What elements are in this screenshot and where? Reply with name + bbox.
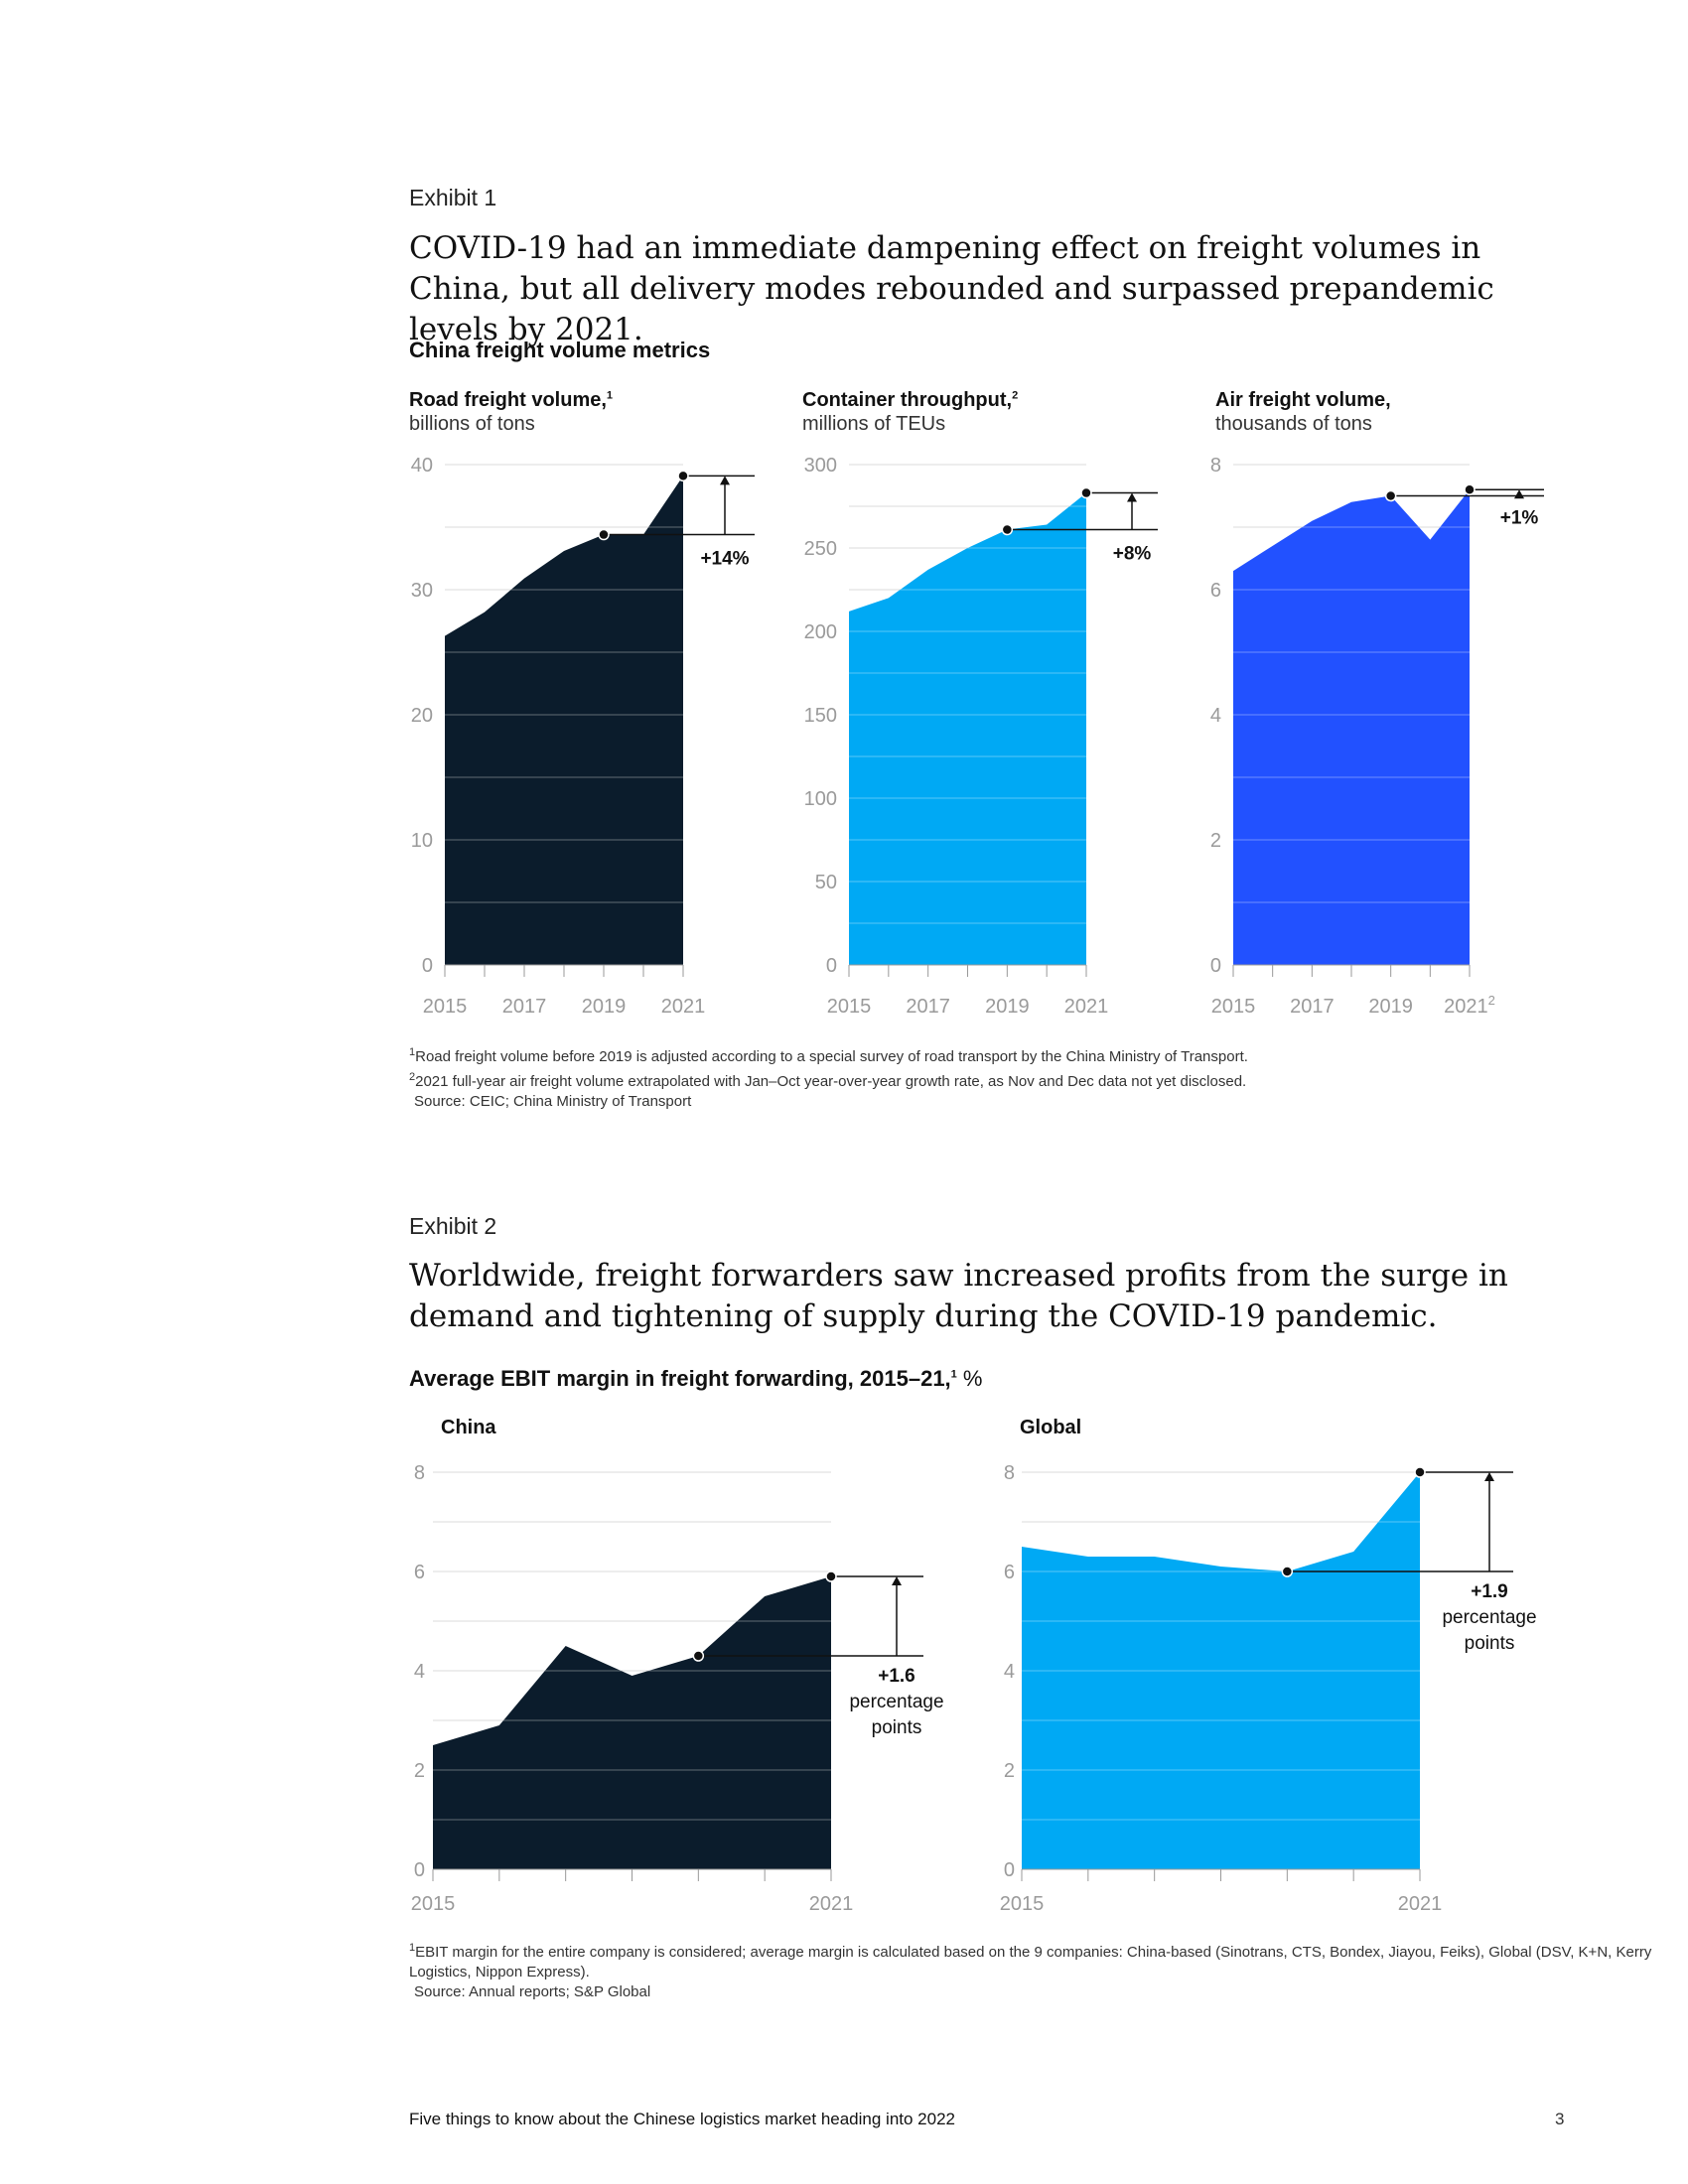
road-callout-label: +14% — [700, 549, 749, 570]
air-area — [1233, 489, 1470, 965]
container-area — [849, 492, 1086, 965]
global-x-tick-label: 2021 — [1398, 1893, 1443, 1915]
air-x-tick-label: 20212 — [1444, 993, 1495, 1018]
exhibit1-source: Source: CEIC; China Ministry of Transpor… — [414, 1093, 692, 1110]
china-callout-label: +1.6 — [878, 1666, 915, 1687]
road-point-2021 — [677, 470, 689, 482]
global-callout-label: +1.9 — [1471, 1581, 1508, 1602]
global-y-tick-label: 0 — [1004, 1859, 1015, 1881]
china-y-tick-label: 6 — [414, 1562, 425, 1583]
container-y-tick-label: 150 — [804, 705, 837, 727]
china-x-tick-label: 2021 — [809, 1893, 854, 1915]
air-x-tick-label: 2019 — [1368, 996, 1413, 1018]
air-y-tick-label: 6 — [1210, 580, 1221, 602]
road-y-tick-label: 20 — [411, 705, 433, 727]
air-callout-label: +1% — [1500, 508, 1539, 529]
global-y-tick-label: 8 — [1004, 1462, 1015, 1484]
china-y-tick-label: 2 — [414, 1760, 425, 1782]
air-x-tick-label: 2015 — [1211, 996, 1256, 1018]
china-point-2021 — [825, 1570, 837, 1582]
air-callout-arrow-head — [1514, 489, 1524, 499]
container-x-tick-label: 2019 — [985, 996, 1030, 1018]
air-y-tick-label: 8 — [1210, 455, 1221, 477]
exhibit2-note-1: 1EBIT margin for the entire company is c… — [409, 1942, 1652, 1980]
road-y-tick-label: 30 — [411, 580, 433, 602]
exhibit2-source: Source: Annual reports; S&P Global — [414, 1983, 651, 2000]
page-number: 3 — [1555, 2110, 1565, 2128]
china-y-tick-label: 8 — [414, 1462, 425, 1484]
road-x-tick-label: 2021 — [661, 996, 706, 1018]
container-y-tick-label: 50 — [815, 872, 837, 893]
road-y-tick-label: 10 — [411, 830, 433, 852]
container-y-tick-label: 0 — [826, 955, 837, 977]
container-y-tick-label: 300 — [804, 455, 837, 477]
road-x-tick-label: 2019 — [582, 996, 627, 1018]
road-point-2019 — [598, 528, 610, 541]
road-freight-title: Road freight volume,1 — [409, 389, 614, 411]
exhibit2-notes: 1EBIT margin for the entire company is c… — [409, 1938, 1688, 2002]
global-callout-arrow-head — [1484, 1472, 1494, 1481]
air-freight-title: Air freight volume, — [1215, 389, 1391, 411]
container-y-tick-label: 100 — [804, 788, 837, 810]
china-panel-title: China — [441, 1417, 496, 1438]
global-y-tick-label: 4 — [1004, 1661, 1015, 1683]
global-x-tick-label: 2015 — [1000, 1893, 1045, 1915]
global-point-2021 — [1414, 1466, 1426, 1478]
exhibit1-note-1: 1Road freight volume before 2019 is adju… — [409, 1046, 1248, 1065]
air-y-tick-label: 4 — [1210, 705, 1221, 727]
exhibit1-subtitle: China freight volume metrics — [409, 338, 711, 362]
china-point-2019 — [692, 1650, 705, 1662]
global-panel-title: Global — [1020, 1417, 1082, 1438]
container-x-tick-label: 2015 — [827, 996, 872, 1018]
china-area — [433, 1576, 831, 1869]
road-y-tick-label: 40 — [411, 455, 433, 477]
exhibit1-note-2: 22021 full-year air freight volume extra… — [409, 1071, 1247, 1090]
global-callout-label-3: points — [1465, 1633, 1515, 1654]
container-callout-label: +8% — [1113, 544, 1152, 565]
container-y-tick-label: 250 — [804, 538, 837, 560]
footer-text: Five things to know about the Chinese lo… — [409, 2110, 955, 2128]
container-y-tick-label: 200 — [804, 621, 837, 643]
china-y-tick-label: 0 — [414, 1859, 425, 1881]
exhibit1-notes: 1Road freight volume before 2019 is adju… — [409, 1042, 1688, 1112]
air-point-2021 — [1464, 483, 1476, 495]
container-x-tick-label: 2017 — [906, 996, 950, 1018]
container-throughput-title: Container throughput,2 — [802, 389, 1019, 411]
container-point-2019 — [1001, 523, 1014, 536]
air-point-2019 — [1384, 489, 1397, 502]
air-x-tick-label: 2017 — [1290, 996, 1335, 1018]
exhibit2-title: Worldwide, freight forwarders saw increa… — [409, 1258, 1508, 1334]
road-x-tick-label: 2015 — [423, 996, 468, 1018]
air-y-tick-label: 0 — [1210, 955, 1221, 977]
exhibit1-label: Exhibit 1 — [409, 185, 497, 210]
road-freight-unit: billions of tons — [409, 413, 535, 435]
global-y-tick-label: 6 — [1004, 1562, 1015, 1583]
container-point-2021 — [1080, 486, 1092, 499]
exhibit2-subtitle: Average EBIT margin in freight forwardin… — [409, 1366, 983, 1391]
container-x-tick-label: 2021 — [1064, 996, 1109, 1018]
global-point-2019 — [1281, 1566, 1294, 1577]
road-callout-arrow-head — [720, 476, 730, 485]
container-callout-arrow-head — [1127, 492, 1137, 502]
china-callout-arrow-head — [892, 1576, 902, 1585]
air-freight-unit: thousands of tons — [1215, 413, 1372, 435]
china-x-tick-label: 2015 — [411, 1893, 456, 1915]
china-callout-label-2: percentage — [849, 1692, 943, 1712]
china-y-tick-label: 4 — [414, 1661, 425, 1683]
china-callout-label-3: points — [872, 1717, 922, 1738]
exhibit2-label: Exhibit 2 — [409, 1213, 497, 1239]
container-throughput-unit: millions of TEUs — [802, 413, 946, 435]
air-y-tick-label: 2 — [1210, 830, 1221, 852]
road-y-tick-label: 0 — [422, 955, 433, 977]
global-callout-label-2: percentage — [1442, 1607, 1536, 1628]
road-area — [445, 476, 683, 965]
exhibit1-title: COVID-19 had an immediate dampening effe… — [409, 230, 1494, 347]
road-x-tick-label: 2017 — [502, 996, 547, 1018]
global-y-tick-label: 2 — [1004, 1760, 1015, 1782]
